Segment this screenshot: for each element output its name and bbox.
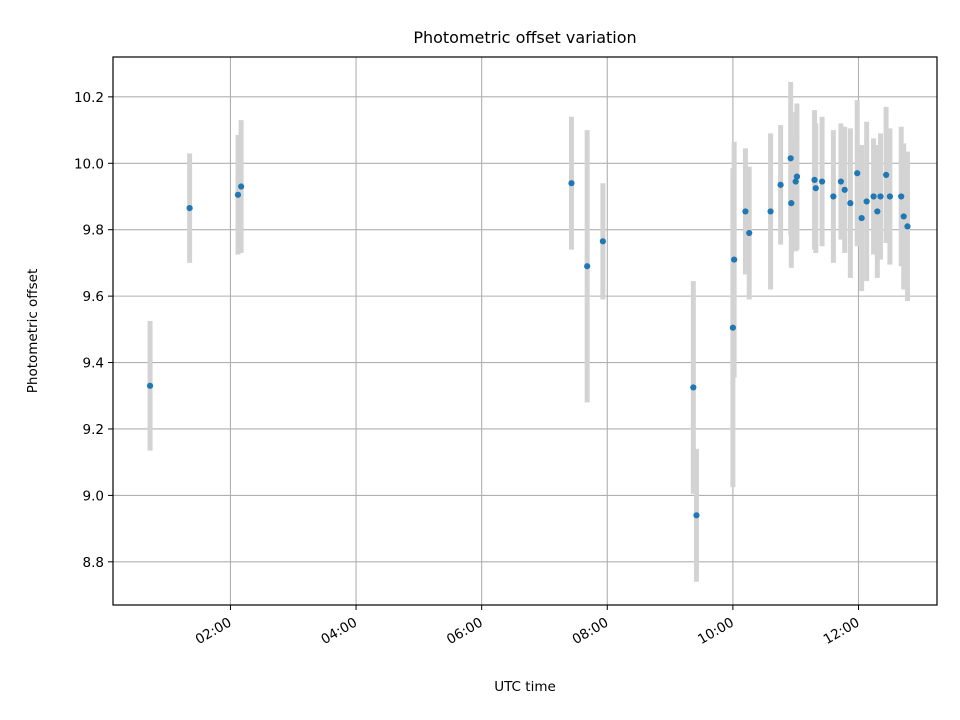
data-point [904, 223, 911, 230]
y-tick-label: 9.4 [83, 356, 104, 372]
data-point [729, 324, 736, 331]
y-axis-ticks: 8.8 9.0 9.2 9.4 9.6 9.8 10.0 10.2 [74, 90, 113, 571]
data-point [746, 229, 753, 237]
data-point [777, 181, 784, 188]
y-tick-label: 9.0 [83, 488, 104, 504]
y-axis-label: Photometric offset [25, 269, 41, 393]
data-point [693, 512, 700, 519]
data-point [830, 193, 837, 200]
data-point [568, 180, 575, 187]
data-point [793, 173, 801, 180]
y-tick-label: 10.2 [74, 90, 104, 106]
data-point [767, 208, 774, 215]
data-point [812, 185, 819, 192]
data-point [854, 170, 861, 177]
data-point [877, 193, 884, 200]
y-tick-label: 8.8 [83, 555, 104, 571]
data-point [792, 178, 799, 185]
data-point [787, 155, 794, 162]
data-point [234, 191, 242, 198]
data-point [788, 200, 795, 207]
data-point [811, 176, 818, 183]
data-point [742, 208, 749, 215]
data-point [874, 208, 881, 215]
data-point [863, 198, 870, 205]
data-point [599, 238, 606, 245]
data-point [847, 200, 854, 207]
data-point [146, 382, 154, 389]
data-point [900, 213, 907, 220]
data-points [146, 155, 911, 519]
data-point [898, 193, 905, 200]
y-tick-label: 9.6 [83, 289, 104, 305]
x-axis-label: UTC time [494, 679, 556, 695]
data-point [186, 205, 193, 212]
y-tick-label: 9.8 [83, 223, 104, 239]
y-tick-label: 9.2 [83, 422, 104, 438]
data-point [883, 171, 890, 179]
data-point [818, 178, 826, 185]
plot-frame [112, 56, 938, 606]
data-point [731, 256, 738, 263]
data-point [870, 193, 877, 200]
data-point [690, 384, 697, 391]
data-point [886, 193, 893, 200]
data-point [841, 186, 848, 193]
chart-title: Photometric offset variation [413, 28, 636, 47]
y-tick-label: 10.0 [74, 156, 104, 172]
data-point [837, 178, 845, 185]
data-point [858, 214, 865, 222]
data-point [238, 183, 245, 190]
data-point [584, 263, 591, 270]
